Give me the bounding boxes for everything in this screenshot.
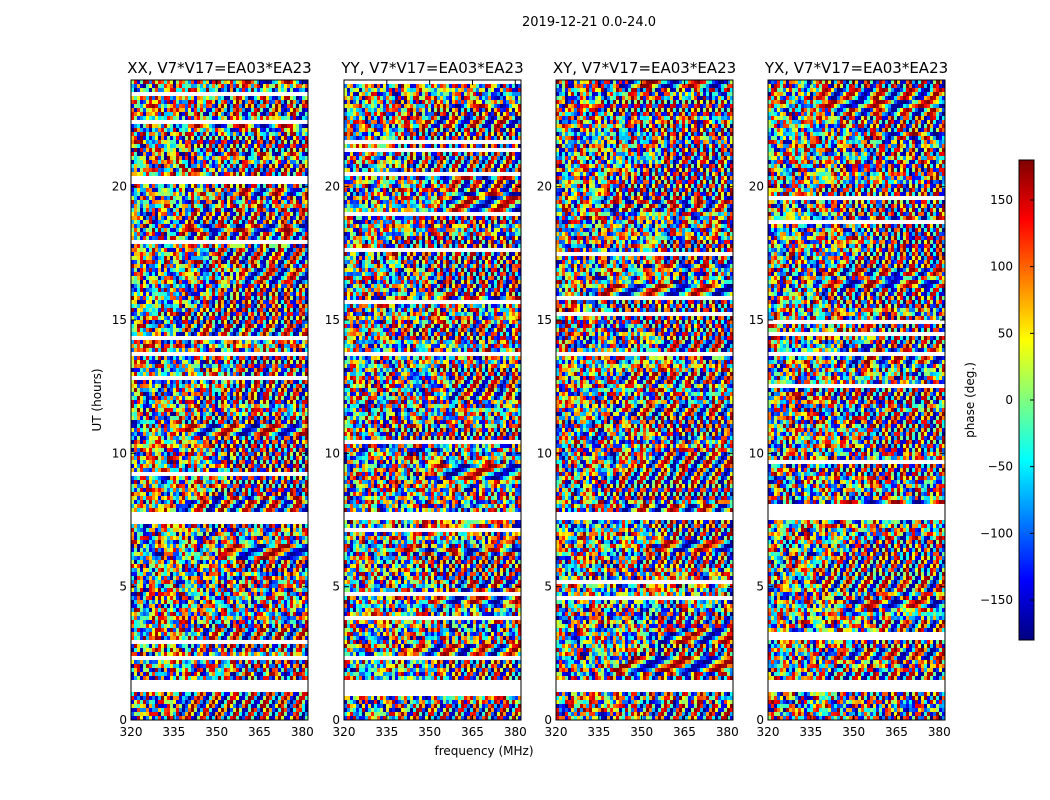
x-tick-label: 380 — [291, 725, 314, 739]
phase-heatmap — [556, 80, 733, 720]
panels-group: XX, V7*V17=EA03*EA23 320 335 350 365 380 0 5 10 1… — [112, 59, 951, 739]
x-tick-label: 380 — [928, 725, 951, 739]
x-axis-label: frequency (MHz) — [434, 744, 533, 758]
y-tick-label: 20 — [325, 180, 340, 194]
y-tick-label: 15 — [537, 313, 552, 327]
y-tick-label: 0 — [544, 713, 552, 727]
x-tick-label: 320 — [545, 725, 568, 739]
axes-frame — [555, 79, 734, 721]
phase-heatmap — [768, 80, 945, 720]
y-tick-label: 20 — [749, 180, 764, 194]
x-tick-label: 365 — [673, 725, 696, 739]
x-tick-label: 350 — [842, 725, 865, 739]
y-tick-label: 10 — [325, 446, 340, 460]
x-tick-label: 320 — [757, 725, 780, 739]
x-tick-label: 380 — [504, 725, 527, 739]
y-tick-label: 5 — [756, 580, 764, 594]
colorbar-tick-label: −50 — [988, 460, 1013, 474]
x-tick-label: 335 — [375, 725, 398, 739]
x-tick-label: 320 — [333, 725, 356, 739]
y-tick-label: 15 — [112, 313, 127, 327]
x-tick-label: 335 — [587, 725, 610, 739]
panel-2: XY, V7*V17=EA03*EA23 320 335 350 365 380 0 5 10 1… — [537, 59, 739, 739]
y-tick-label: 10 — [112, 446, 127, 460]
colorbar: 150 100 50 0 −50 −100 −150 — [980, 159, 1035, 641]
axes-frame — [130, 79, 309, 721]
x-tick-label: 380 — [716, 725, 739, 739]
y-tick-label: 0 — [119, 713, 127, 727]
colorbar-tick-label: −150 — [980, 593, 1013, 607]
y-tick-label: 0 — [756, 713, 764, 727]
y-tick-label: 10 — [749, 446, 764, 460]
phase-heatmap — [344, 80, 521, 720]
x-tick-label: 320 — [120, 725, 143, 739]
colorbar-tick-label: 150 — [990, 193, 1013, 207]
panel-title: YX, V7*V17=EA03*EA23 — [764, 59, 948, 77]
y-tick-label: 15 — [325, 313, 340, 327]
phase-heatmap — [131, 80, 308, 720]
x-tick-label: 335 — [162, 725, 185, 739]
x-tick-label: 350 — [418, 725, 441, 739]
y-tick-label: 5 — [544, 580, 552, 594]
panel-title: XX, V7*V17=EA03*EA23 — [127, 59, 311, 77]
y-tick-label: 5 — [332, 580, 340, 594]
panel-0: XX, V7*V17=EA03*EA23 320 335 350 365 380 0 5 10 1… — [112, 59, 314, 739]
x-tick-label: 350 — [205, 725, 228, 739]
x-tick-label: 365 — [885, 725, 908, 739]
x-tick-label: 365 — [248, 725, 271, 739]
figure-suptitle: 2019-12-21 0.0-24.0 — [522, 15, 656, 30]
panel-title: XY, V7*V17=EA03*EA23 — [553, 59, 736, 77]
y-tick-label: 5 — [119, 580, 127, 594]
y-tick-label: 10 — [537, 446, 552, 460]
axes-frame — [767, 79, 946, 721]
colorbar-tick-label: 50 — [998, 326, 1013, 340]
x-tick-label: 335 — [799, 725, 822, 739]
panel-1: YY, V7*V17=EA03*EA23 320 335 350 365 380 0 5 10 1… — [325, 59, 527, 739]
panel-title: YY, V7*V17=EA03*EA23 — [340, 59, 523, 77]
colorbar-label: phase (deg.) — [963, 362, 977, 438]
panel-3: YX, V7*V17=EA03*EA23 320 335 350 365 380 0 5 10 1… — [749, 59, 951, 739]
colorbar-tick-label: 100 — [990, 260, 1013, 274]
x-tick-label: 350 — [630, 725, 653, 739]
y-axis-label: UT (hours) — [90, 368, 104, 431]
colorbar-tick-label: −100 — [980, 526, 1013, 540]
colorbar-tick-label: 0 — [1005, 393, 1013, 407]
x-tick-label: 365 — [461, 725, 484, 739]
y-tick-label: 20 — [112, 180, 127, 194]
y-tick-label: 0 — [332, 713, 340, 727]
axes-frame — [343, 79, 522, 721]
y-tick-label: 20 — [537, 180, 552, 194]
y-tick-label: 15 — [749, 313, 764, 327]
